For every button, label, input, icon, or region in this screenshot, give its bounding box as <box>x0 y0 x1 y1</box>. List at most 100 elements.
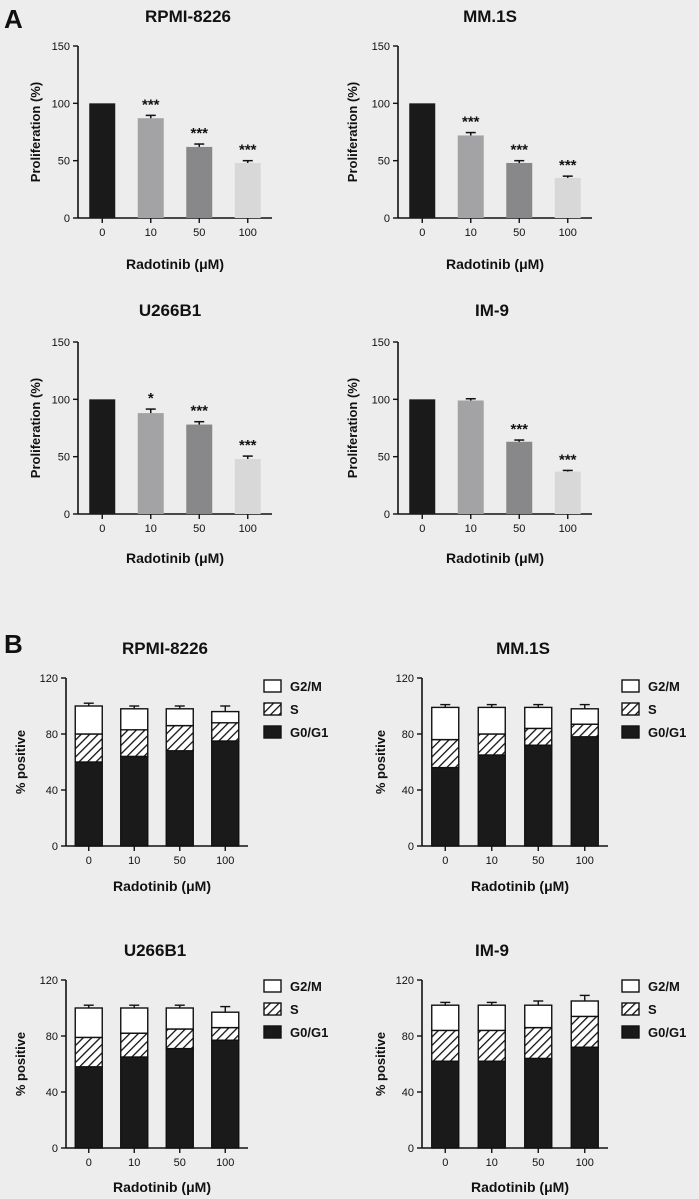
chart-a1-significance-50: *** <box>190 125 208 142</box>
chart-a2-x-tick-label-100: 100 <box>559 227 577 239</box>
chart-b3-legend-swatch-s <box>263 1002 282 1016</box>
chart-b3-legend-swatch-g2m <box>263 979 282 993</box>
chart-a2-y-tick-label: 150 <box>372 41 390 53</box>
chart-b2-y-tick-label: 80 <box>402 729 414 741</box>
chart-b4-x-tick-label-100: 100 <box>576 1157 594 1169</box>
chart-b1-bar-10-s <box>120 729 149 758</box>
panel-letter-a: A <box>4 4 23 34</box>
chart-b2-bar-100-g2m <box>570 708 599 725</box>
chart-b2-x-tick-label-10: 10 <box>486 855 498 867</box>
chart-a4-significance-50: *** <box>510 421 528 438</box>
chart-b3-y-tick-label: 0 <box>52 1143 58 1155</box>
chart-b1-bar-0-g0g1 <box>74 761 103 847</box>
chart-a4-title: IM-9 <box>475 301 509 320</box>
chart-b2-y-tick-label: 0 <box>408 841 414 853</box>
chart-b3-x-axis-label-unit: μM <box>186 1179 206 1195</box>
chart-b4-legend-label-g0g1: G0/G1 <box>648 1025 686 1040</box>
chart-a1-significance-100: *** <box>239 142 257 159</box>
chart-a2-bar-100 <box>554 177 581 218</box>
chart-b1-bar-100-g2m <box>211 710 240 724</box>
chart-b1-y-axis-label: % positive <box>13 730 28 794</box>
chart-b1-bar-0-g2m <box>74 705 103 735</box>
chart-a3-y-tick-label: 0 <box>64 509 70 521</box>
chart-a2-x-tick-label-0: 0 <box>419 227 425 239</box>
chart-b4-y-axis-label: % positive <box>373 1032 388 1096</box>
chart-b4-bar-10-g0g1 <box>477 1060 506 1149</box>
chart-b3-x-axis-label-prefix: Radotinib ( <box>113 1179 186 1195</box>
chart-b1-y-tick-label: 120 <box>40 673 58 685</box>
chart-a2-x-tick-label-10: 10 <box>465 227 477 239</box>
chart-a1-bar-10 <box>137 118 164 218</box>
chart-b4-y-tick-label: 80 <box>402 1031 414 1043</box>
chart-a1-x-tick-label-50: 50 <box>193 227 205 239</box>
chart-a2-x-axis-label-unit: μM <box>519 256 539 272</box>
chart-b4-legend-swatch-g0g1 <box>621 1025 640 1039</box>
chart-a1-x-tick-label-0: 0 <box>99 227 105 239</box>
chart-a3-significance-100: *** <box>239 437 257 454</box>
chart-a1-x-tick-label-10: 10 <box>145 227 157 239</box>
chart-b1-x-tick-label-50: 50 <box>174 855 186 867</box>
chart-b3-x-tick-label-0: 0 <box>86 1157 92 1169</box>
chart-b1-x-axis-label: Radotinib (μM) <box>113 878 211 894</box>
chart-a4-y-tick-label: 50 <box>378 452 390 464</box>
chart-a4-significance-100: *** <box>559 451 577 468</box>
chart-b3-bar-100-g2m <box>211 1011 240 1029</box>
chart-b4-bar-50-s <box>524 1026 553 1060</box>
chart-b1: 0 40 80 120 % positive Radotinib (μM) RPMI-822… <box>13 639 328 894</box>
chart-a1-y-tick-label: 50 <box>58 156 70 168</box>
chart-a1-y-axis-label: Proliferation (%) <box>28 82 43 182</box>
chart-a4-bar-0 <box>409 399 436 514</box>
chart-b1-legend-swatch-g0g1 <box>263 725 282 739</box>
chart-b1-x-tick-label-10: 10 <box>128 855 140 867</box>
chart-a2-bar-10 <box>457 135 484 218</box>
chart-b2-legend-label-g2m: G2/M <box>648 679 680 694</box>
chart-b3-x-tick-label-10: 10 <box>128 1157 140 1169</box>
chart-b4-title: IM-9 <box>475 941 509 960</box>
chart-b1-title: RPMI-8226 <box>122 639 208 658</box>
chart-b3-legend-label-s: S <box>290 1002 299 1017</box>
chart-a1-title: RPMI-8226 <box>145 7 231 26</box>
chart-b3-x-axis-label-suffix: ) <box>206 1179 211 1195</box>
chart-b4-x-tick-label-50: 50 <box>532 1157 544 1169</box>
chart-b2-bar-10-g0g1 <box>477 754 506 847</box>
chart-a4-x-axis-label: Radotinib (μM) <box>446 550 544 566</box>
chart-a4-x-tick-label-10: 10 <box>465 523 477 535</box>
chart-b4-bar-10-g2m <box>477 1004 506 1032</box>
chart-b4-legend-label-g2m: G2/M <box>648 979 680 994</box>
chart-b3-bar-50-g2m <box>165 1007 194 1030</box>
chart-a2-bar-0 <box>409 103 436 218</box>
chart-b2-y-tick-label: 40 <box>402 785 414 797</box>
chart-b3-x-tick-label-100: 100 <box>216 1157 234 1169</box>
chart-a2-x-tick-label-50: 50 <box>513 227 525 239</box>
chart-b1-bar-100-g0g1 <box>211 740 240 847</box>
chart-a4-y-tick-label: 0 <box>384 509 390 521</box>
chart-b1-legend-label-s: S <box>290 702 299 717</box>
chart-a4-y-tick-label: 100 <box>372 394 390 406</box>
chart-a2-y-tick-label: 100 <box>372 98 390 110</box>
chart-b4-x-tick-label-10: 10 <box>486 1157 498 1169</box>
chart-b4-x-axis-label: Radotinib (μM) <box>471 1179 569 1195</box>
chart-a2-y-tick-label: 0 <box>384 213 390 225</box>
chart-b3-bar-50-s <box>165 1028 194 1050</box>
chart-a2-x-axis-label-suffix: ) <box>539 256 544 272</box>
chart-b4-x-axis-label-prefix: Radotinib ( <box>471 1179 544 1195</box>
chart-b4-bar-0-g0g1 <box>431 1060 460 1149</box>
chart-a4-x-axis-label-prefix: Radotinib ( <box>446 550 519 566</box>
chart-a1-x-axis-label-prefix: Radotinib ( <box>126 256 199 272</box>
chart-a3-x-axis-label-suffix: ) <box>219 550 224 566</box>
chart-b2-legend-label-s: S <box>648 702 657 717</box>
chart-b1-bar-0-s <box>74 733 103 763</box>
chart-a2-significance-50: *** <box>510 142 528 159</box>
chart-b1-x-axis-label-suffix: ) <box>206 878 211 894</box>
chart-b3-bar-10-g0g1 <box>120 1056 149 1149</box>
chart-a3-bar-0 <box>89 399 116 514</box>
chart-b1-y-tick-label: 80 <box>46 729 58 741</box>
chart-b3-x-tick-label-50: 50 <box>174 1157 186 1169</box>
chart-b2-y-axis-label: % positive <box>373 730 388 794</box>
chart-b1-bar-100-s <box>211 722 240 742</box>
chart-b4-bar-10-s <box>477 1029 506 1062</box>
chart-a3-x-tick-label-0: 0 <box>99 523 105 535</box>
chart-a3-y-axis-label: Proliferation (%) <box>28 378 43 478</box>
chart-b2-x-tick-label-100: 100 <box>576 855 594 867</box>
